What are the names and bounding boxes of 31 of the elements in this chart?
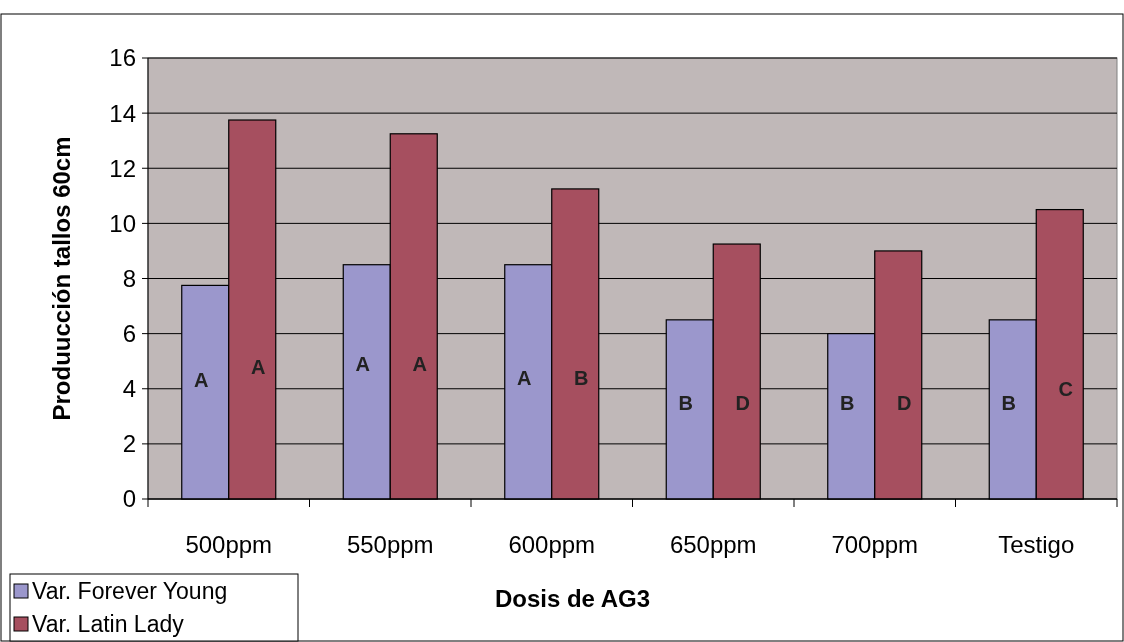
x-tick-label: 700ppm [831, 531, 919, 558]
annotation: A [251, 355, 266, 378]
annotation: B [678, 391, 693, 414]
y-tick-label: 6 [122, 320, 136, 348]
annotation: D [897, 391, 912, 414]
legend-label: Var. Latin Lady [32, 611, 185, 638]
annotation: D [735, 391, 750, 414]
x-tick-label: 650ppm [669, 531, 757, 558]
y-axis-title: Produucción tallos 60cm [48, 136, 75, 421]
y-tick-label: 14 [109, 99, 136, 127]
y-tick-label: 12 [109, 154, 136, 182]
annotation: A [194, 369, 209, 392]
x-tick-label: 550ppm [346, 531, 434, 558]
annotation: C [1058, 377, 1073, 400]
x-tick-label: Testigo [998, 531, 1075, 558]
annotation: A [355, 352, 370, 375]
y-tick-label: 16 [109, 44, 136, 72]
y-tick-label: 2 [122, 430, 136, 458]
annotation: B [840, 391, 855, 414]
y-tick-label: 4 [122, 375, 136, 403]
y-tick-label: 10 [109, 209, 136, 237]
annotation: A [412, 352, 427, 375]
y-tick-label: 8 [122, 264, 136, 292]
x-tick-label: 500ppm [185, 531, 273, 558]
annotation: A [517, 366, 532, 389]
legend-label: Var. Forever Young [32, 578, 228, 605]
annotation: B [1001, 391, 1016, 414]
x-axis-title: Dosis de AG3 [494, 585, 651, 612]
y-tick-label: 0 [122, 485, 136, 513]
x-tick-label: 600ppm [508, 531, 596, 558]
annotation: B [574, 366, 589, 389]
